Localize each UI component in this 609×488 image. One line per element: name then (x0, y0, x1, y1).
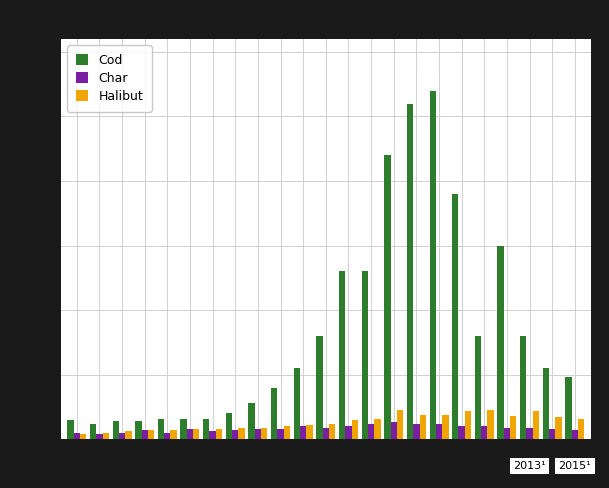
Bar (339, 271, 345, 439)
Bar (436, 424, 442, 439)
Bar (578, 419, 585, 439)
Bar (345, 427, 351, 439)
Bar (565, 377, 572, 439)
Bar (119, 433, 125, 439)
Bar (375, 419, 381, 439)
Bar (555, 417, 561, 439)
Bar (80, 434, 86, 439)
Bar (148, 430, 154, 439)
Bar (452, 194, 459, 439)
Bar (420, 415, 426, 439)
Bar (226, 413, 232, 439)
Bar (323, 427, 329, 439)
Bar (384, 155, 390, 439)
Bar (193, 429, 200, 439)
Bar (572, 430, 578, 439)
Bar (498, 245, 504, 439)
Bar (533, 411, 539, 439)
Text: 2015¹: 2015¹ (558, 461, 591, 471)
Legend: Cod, Char, Halibut: Cod, Char, Halibut (67, 45, 152, 112)
Bar (510, 416, 516, 439)
Bar (459, 427, 465, 439)
Bar (125, 431, 132, 439)
Bar (504, 427, 510, 439)
Bar (284, 427, 290, 439)
Bar (429, 91, 436, 439)
Bar (294, 368, 300, 439)
Bar (520, 336, 526, 439)
Bar (316, 336, 323, 439)
Bar (368, 424, 375, 439)
Bar (414, 424, 420, 439)
Bar (543, 368, 549, 439)
Bar (158, 419, 164, 439)
Bar (74, 433, 80, 439)
Bar (465, 411, 471, 439)
Bar (216, 429, 222, 439)
Bar (549, 429, 555, 439)
Bar (90, 424, 96, 439)
Bar (171, 430, 177, 439)
Bar (351, 420, 358, 439)
Bar (300, 427, 306, 439)
Bar (362, 271, 368, 439)
Bar (102, 433, 109, 439)
Bar (397, 409, 403, 439)
Bar (238, 427, 245, 439)
Bar (67, 420, 74, 439)
Bar (248, 403, 255, 439)
Bar (232, 430, 238, 439)
Bar (113, 421, 119, 439)
Bar (261, 427, 267, 439)
Bar (255, 429, 261, 439)
Bar (135, 421, 141, 439)
Bar (271, 387, 277, 439)
Text: 2013¹: 2013¹ (513, 461, 546, 471)
Bar (475, 336, 481, 439)
Bar (164, 433, 171, 439)
Bar (203, 419, 209, 439)
Bar (390, 423, 397, 439)
Bar (442, 415, 449, 439)
Bar (96, 434, 102, 439)
Bar (209, 431, 216, 439)
Bar (487, 409, 494, 439)
Bar (180, 419, 187, 439)
Bar (481, 427, 487, 439)
Bar (306, 425, 312, 439)
Bar (187, 429, 193, 439)
Bar (329, 424, 336, 439)
Bar (277, 429, 284, 439)
Bar (141, 430, 148, 439)
Bar (407, 103, 414, 439)
Bar (526, 427, 533, 439)
